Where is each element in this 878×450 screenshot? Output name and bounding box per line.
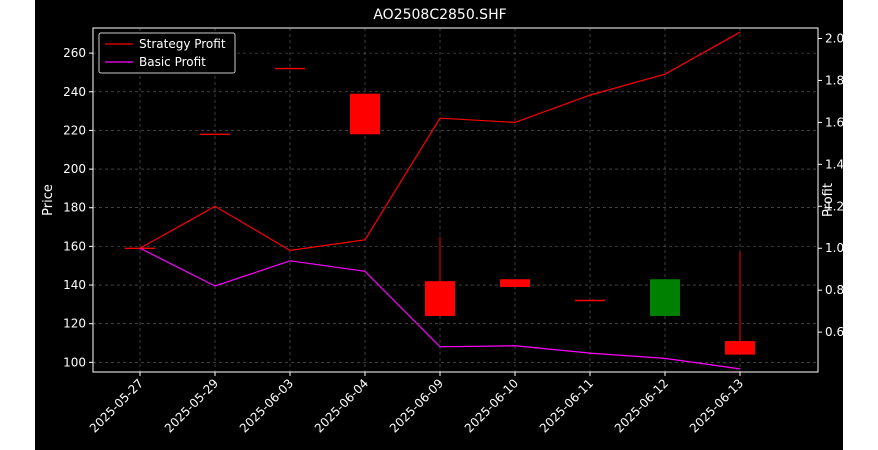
legend-box bbox=[98, 32, 236, 74]
candle-body-2025-06-13 bbox=[725, 341, 755, 355]
y-tick-label-140: 140 bbox=[63, 278, 86, 292]
y2-axis-label: Profit bbox=[821, 183, 836, 217]
y-tick-label-220: 220 bbox=[63, 123, 86, 137]
x-tick-label-2025-05-29: 2025-05-29 bbox=[162, 376, 221, 435]
y-axis-label: Price bbox=[41, 184, 56, 216]
x-tick-label-2025-06-10: 2025-06-10 bbox=[462, 376, 521, 435]
axes: 100 120 140 160 180 200 220 240 260 0.6 0.8 1.0 1.2 1… bbox=[63, 31, 843, 435]
legend-label-strategy-profit: Strategy Profit bbox=[139, 37, 226, 51]
x-tick-label-2025-06-04: 2025-06-04 bbox=[312, 376, 371, 435]
y2-tick-label-0.6: 0.6 bbox=[825, 325, 843, 339]
candle-body-2025-06-12 bbox=[650, 279, 680, 316]
series-line-strategy-profit bbox=[139, 31, 741, 251]
price-profit-chart: AO2508C2850.SHF 100 120 140 160 180 200 220 240… bbox=[41, 7, 843, 435]
x-tick-label-2025-06-13: 2025-06-13 bbox=[687, 376, 746, 435]
x-tick-label-2025-05-27: 2025-05-27 bbox=[87, 376, 146, 435]
x-tick-label-2025-06-09: 2025-06-09 bbox=[387, 376, 446, 435]
y-tick-label-160: 160 bbox=[63, 239, 86, 253]
y2-tick-label-1: 1.0 bbox=[825, 241, 843, 255]
y2-tick-label-2: 2.0 bbox=[825, 31, 843, 45]
x-tick-label-2025-06-11: 2025-06-11 bbox=[537, 376, 596, 435]
candle-body-2025-06-10 bbox=[500, 279, 530, 287]
y2-tick-label-1.2: 1.2 bbox=[825, 199, 843, 213]
y2-tick-label-1.6: 1.6 bbox=[825, 115, 843, 129]
chart-container: AO2508C2850.SHF 100 120 140 160 180 200 220 240… bbox=[35, 0, 843, 450]
x-tick-label-2025-06-03: 2025-06-03 bbox=[237, 376, 296, 435]
plot-frame bbox=[92, 27, 819, 373]
y2-tick-label-1.8: 1.8 bbox=[825, 73, 843, 87]
series-line-basic-profit bbox=[139, 247, 741, 370]
y-tick-label-120: 120 bbox=[63, 317, 86, 331]
legend-label-basic-profit: Basic Profit bbox=[139, 55, 206, 69]
y-tick-label-260: 260 bbox=[63, 46, 86, 60]
legend: Strategy Profit Basic Profit bbox=[98, 32, 236, 74]
profit-lines bbox=[139, 31, 741, 370]
y-tick-label-240: 240 bbox=[63, 85, 86, 99]
y-tick-label-180: 180 bbox=[63, 201, 86, 215]
y-tick-label-200: 200 bbox=[63, 162, 86, 176]
candle-body-2025-06-04 bbox=[350, 93, 380, 135]
grid bbox=[93, 28, 818, 372]
chart-title: AO2508C2850.SHF bbox=[373, 7, 506, 23]
y2-tick-label-0.8: 0.8 bbox=[825, 283, 843, 297]
x-tick-label-2025-06-12: 2025-06-12 bbox=[612, 376, 671, 435]
y-tick-label-100: 100 bbox=[63, 355, 86, 369]
candle-body-2025-06-09 bbox=[425, 281, 455, 316]
candles bbox=[125, 67, 755, 355]
y2-tick-label-1.4: 1.4 bbox=[825, 157, 843, 171]
